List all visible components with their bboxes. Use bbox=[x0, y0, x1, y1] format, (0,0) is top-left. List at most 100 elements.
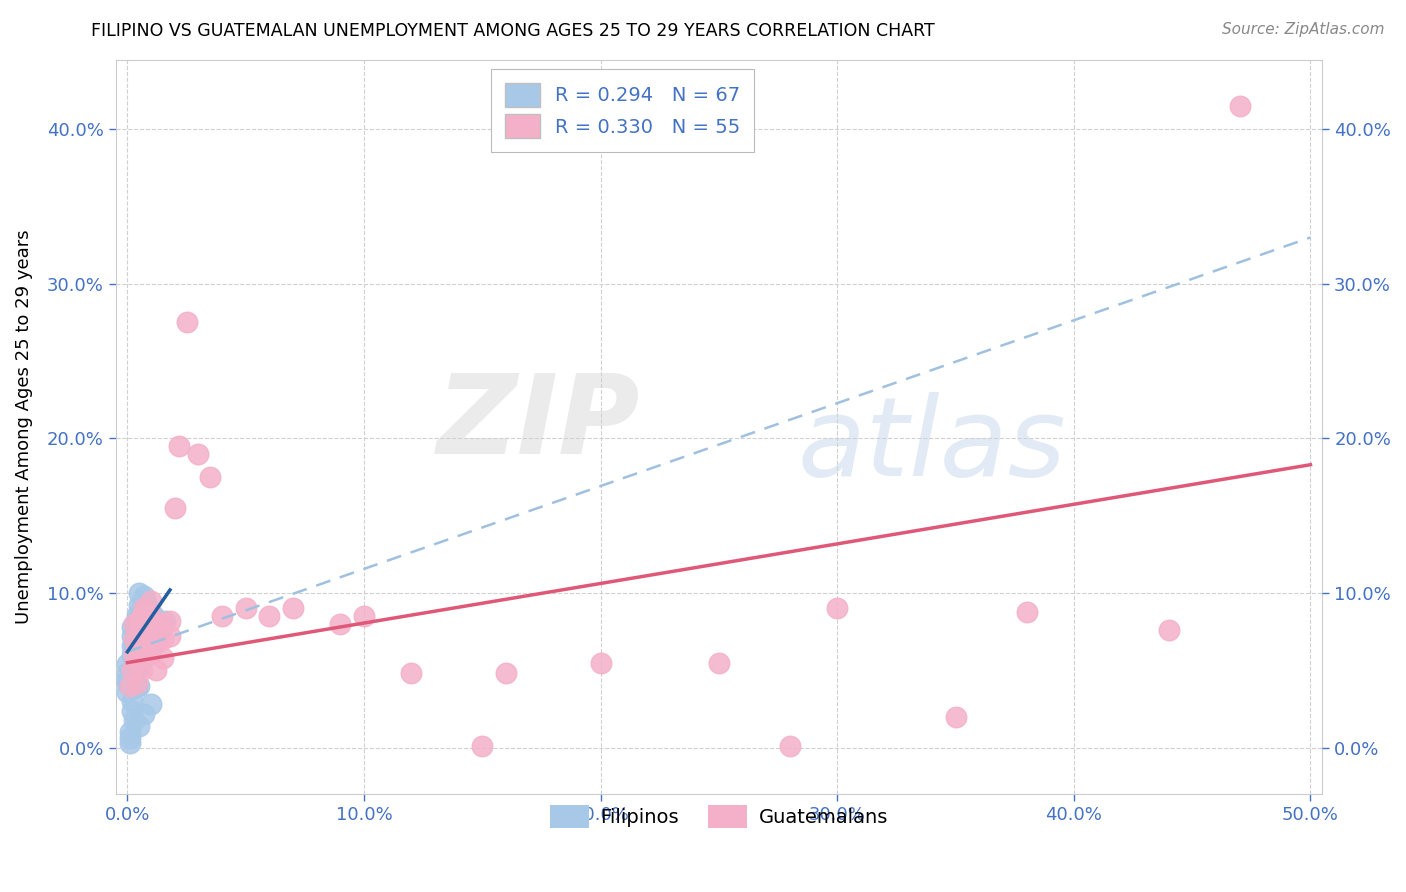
Point bbox=[235, 601, 257, 615]
Point bbox=[132, 648, 155, 662]
Point bbox=[159, 614, 181, 628]
Point bbox=[329, 617, 352, 632]
Point bbox=[128, 620, 150, 634]
Point bbox=[145, 664, 167, 678]
Point bbox=[589, 656, 612, 670]
Point bbox=[139, 594, 162, 608]
Point bbox=[117, 657, 139, 672]
Point bbox=[135, 624, 157, 639]
Point bbox=[124, 648, 146, 662]
Text: Source: ZipAtlas.com: Source: ZipAtlas.com bbox=[1222, 22, 1385, 37]
Point bbox=[117, 675, 139, 690]
Point bbox=[128, 599, 150, 613]
Point bbox=[132, 624, 155, 639]
Point bbox=[121, 664, 143, 678]
Point bbox=[121, 629, 143, 643]
Point bbox=[169, 439, 191, 453]
Point bbox=[707, 656, 730, 670]
Text: ZIP: ZIP bbox=[437, 369, 641, 476]
Point bbox=[495, 666, 517, 681]
Point bbox=[124, 654, 146, 668]
Point bbox=[131, 651, 153, 665]
Point bbox=[139, 640, 162, 655]
Point bbox=[159, 629, 181, 643]
Point bbox=[125, 656, 148, 670]
Point bbox=[135, 632, 157, 647]
Point bbox=[825, 601, 848, 615]
Point bbox=[163, 501, 186, 516]
Point bbox=[117, 685, 139, 699]
Point bbox=[149, 622, 172, 636]
Point bbox=[945, 710, 967, 724]
Point bbox=[138, 617, 160, 632]
Point bbox=[145, 615, 167, 630]
Point bbox=[1229, 99, 1251, 113]
Text: atlas: atlas bbox=[797, 392, 1066, 499]
Point bbox=[131, 594, 153, 608]
Point bbox=[135, 595, 157, 609]
Point bbox=[132, 648, 155, 662]
Point bbox=[145, 635, 167, 649]
Point bbox=[132, 617, 155, 632]
Point bbox=[128, 617, 150, 632]
Point bbox=[121, 681, 143, 696]
Text: FILIPINO VS GUATEMALAN UNEMPLOYMENT AMONG AGES 25 TO 29 YEARS CORRELATION CHART: FILIPINO VS GUATEMALAN UNEMPLOYMENT AMON… bbox=[91, 22, 935, 40]
Point bbox=[128, 719, 150, 733]
Point bbox=[125, 640, 148, 655]
Point bbox=[135, 609, 157, 624]
Point bbox=[779, 739, 801, 753]
Point bbox=[138, 640, 160, 655]
Point bbox=[131, 640, 153, 655]
Point bbox=[138, 632, 160, 647]
Point bbox=[187, 447, 209, 461]
Point bbox=[139, 635, 162, 649]
Point bbox=[128, 632, 150, 647]
Point bbox=[128, 609, 150, 624]
Point bbox=[146, 624, 169, 639]
Point bbox=[124, 632, 146, 647]
Point bbox=[132, 614, 155, 628]
Point bbox=[121, 639, 143, 653]
Point bbox=[401, 666, 423, 681]
Point bbox=[118, 725, 141, 739]
Point bbox=[131, 617, 153, 632]
Point bbox=[138, 648, 160, 662]
Point bbox=[135, 645, 157, 659]
Point bbox=[138, 615, 160, 630]
Point bbox=[152, 617, 174, 632]
Point bbox=[121, 694, 143, 708]
Point bbox=[132, 706, 155, 721]
Point bbox=[471, 739, 494, 753]
Legend: Filipinos, Guatemalans: Filipinos, Guatemalans bbox=[543, 797, 896, 836]
Point bbox=[125, 626, 148, 640]
Y-axis label: Unemployment Among Ages 25 to 29 years: Unemployment Among Ages 25 to 29 years bbox=[15, 229, 32, 624]
Point bbox=[131, 629, 153, 643]
Point bbox=[124, 713, 146, 727]
Point bbox=[125, 679, 148, 693]
Point bbox=[259, 609, 281, 624]
Point bbox=[142, 607, 165, 622]
Point bbox=[132, 635, 155, 649]
Point bbox=[152, 651, 174, 665]
Point bbox=[138, 628, 160, 642]
Point bbox=[135, 607, 157, 622]
Point bbox=[152, 632, 174, 647]
Point bbox=[139, 624, 162, 639]
Point bbox=[135, 620, 157, 634]
Point bbox=[142, 632, 165, 647]
Point bbox=[124, 635, 146, 649]
Point bbox=[152, 617, 174, 632]
Point bbox=[139, 611, 162, 625]
Point bbox=[138, 603, 160, 617]
Point bbox=[128, 586, 150, 600]
Point bbox=[121, 704, 143, 718]
Point bbox=[135, 640, 157, 655]
Point bbox=[1157, 623, 1180, 637]
Point bbox=[1015, 605, 1038, 619]
Point bbox=[132, 589, 155, 603]
Point bbox=[139, 623, 162, 637]
Point bbox=[121, 620, 143, 634]
Point bbox=[121, 648, 143, 662]
Point bbox=[131, 664, 153, 678]
Point bbox=[128, 656, 150, 670]
